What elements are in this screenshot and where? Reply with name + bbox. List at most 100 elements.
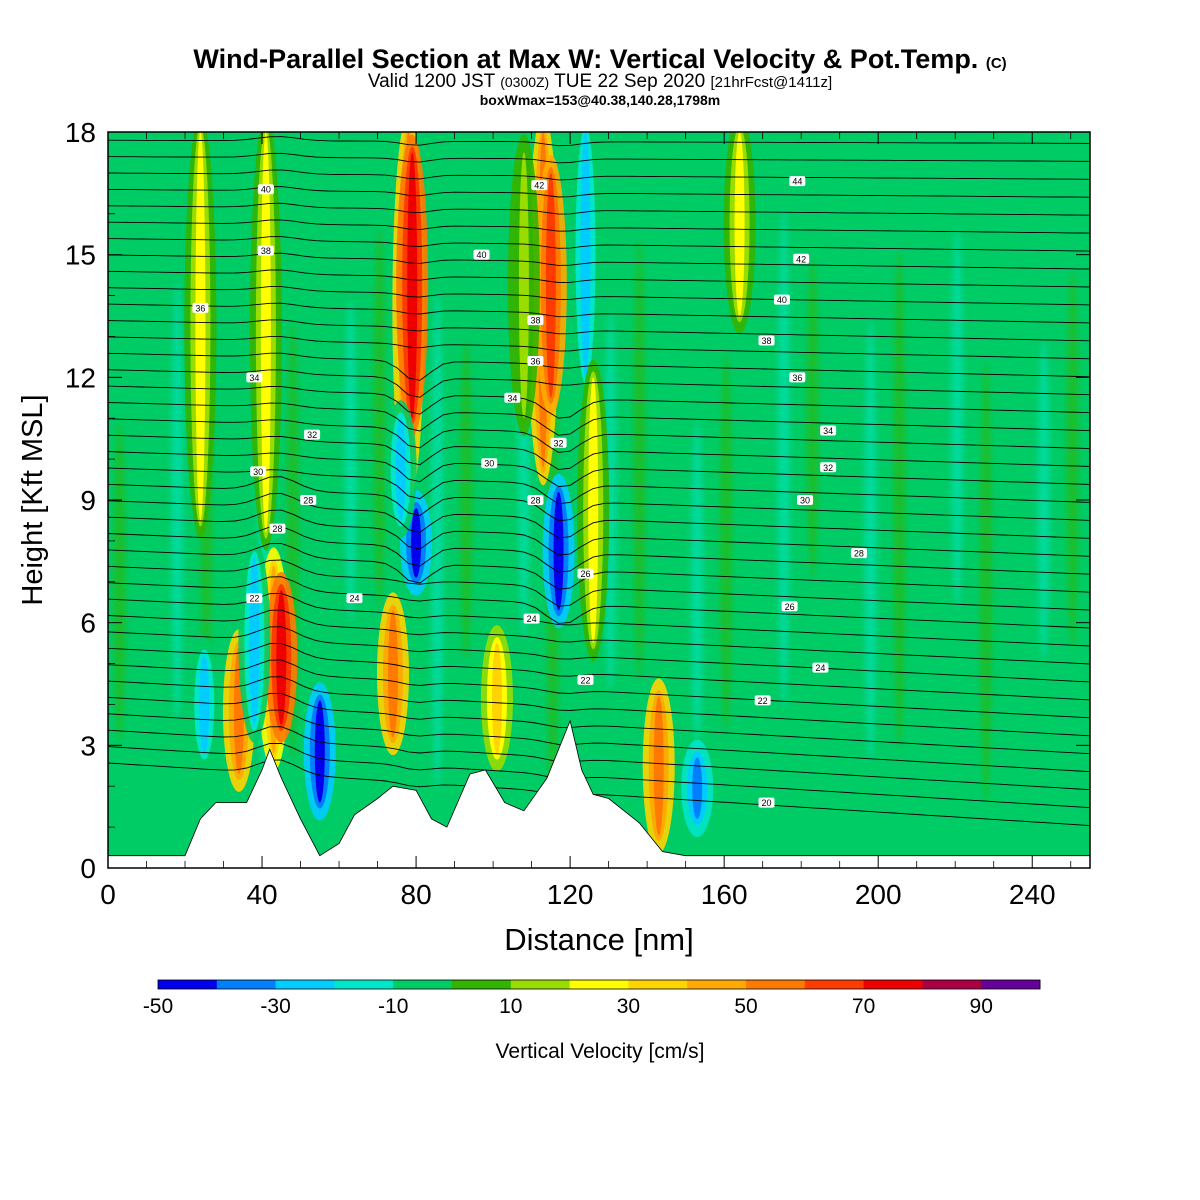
isentrope-line — [108, 559, 1090, 611]
isentrope-line — [108, 319, 1090, 342]
theta-label-bg — [577, 568, 594, 579]
theta-label-bg — [246, 372, 263, 383]
w-feature-core — [195, 132, 206, 521]
texture-band — [951, 228, 964, 609]
texture-band — [1037, 340, 1050, 660]
y-axis-label: Height [Kft MSL] — [17, 394, 49, 605]
colorbar-label: Vertical Velocity [cm/s] — [496, 1040, 705, 1063]
theta-label: 28 — [530, 496, 540, 506]
texture-band — [344, 299, 357, 620]
w-feature-core — [407, 152, 418, 419]
w-feature-core — [199, 655, 210, 754]
x-tick-label: 40 — [246, 879, 277, 910]
isentrope-line — [108, 202, 1090, 216]
theta-label-bg — [793, 253, 810, 264]
theta-label-bg — [481, 458, 498, 469]
theta-label-bg — [577, 674, 594, 685]
texture-band — [431, 290, 444, 791]
isentrope-line — [108, 352, 1090, 381]
theta-label: 34 — [249, 373, 259, 383]
colorbar-tick-label: -30 — [260, 995, 290, 1018]
theta-label: 22 — [758, 696, 768, 706]
subtitle-date: TUE 22 Sep 2020 — [554, 71, 706, 92]
isentrope-line — [108, 402, 1090, 436]
theta-label-bg — [850, 548, 867, 559]
w-feature-core — [387, 610, 398, 738]
theta-label-bg — [754, 695, 771, 706]
isentrope-line — [108, 709, 1090, 773]
w-feature-core — [545, 172, 556, 398]
w-feature-core — [314, 700, 325, 803]
colorbar-tick-label: 70 — [852, 995, 875, 1018]
theta-label-bg — [812, 662, 829, 673]
colorbar-swatch — [334, 980, 394, 989]
theta-label: 24 — [527, 614, 537, 624]
w-feature-core — [580, 132, 591, 378]
isentrope-line — [108, 609, 1090, 665]
theta-label: 28 — [854, 549, 864, 559]
y-tick-label: 6 — [80, 608, 96, 639]
texture-band — [806, 258, 819, 579]
theta-label: 22 — [581, 675, 591, 685]
theta-label: 26 — [785, 602, 795, 612]
colorbar-swatch — [452, 980, 512, 989]
theta-label: 42 — [534, 181, 544, 191]
isentrope-line — [108, 136, 1090, 147]
w-feature-core — [411, 508, 422, 578]
y-tick-label: 12 — [65, 362, 96, 393]
colorbar-swatch — [981, 980, 1041, 989]
theta-label-bg — [781, 601, 798, 612]
isentrope-line — [108, 492, 1090, 539]
colorbar-tick-label: -10 — [378, 995, 408, 1018]
isentrope-line — [108, 302, 1090, 324]
colorbar-tick-label: 90 — [970, 995, 993, 1018]
theta-label-bg — [527, 355, 544, 366]
isentrope-line — [108, 509, 1090, 557]
theta-label: 34 — [823, 426, 833, 436]
theta-label: 40 — [777, 295, 787, 305]
theta-label: 38 — [530, 316, 540, 326]
theta-label-bg — [257, 184, 274, 195]
subtitle-zulu: (0300Z) — [500, 74, 550, 90]
w-feature-core — [653, 696, 664, 836]
colorbar-swatch — [804, 980, 865, 989]
theta-label-bg — [789, 372, 806, 383]
isentrope-line — [108, 418, 1090, 453]
texture-band — [1008, 290, 1021, 791]
theta-label: 36 — [792, 373, 802, 383]
texture-band — [1066, 269, 1079, 650]
texture-band — [229, 258, 242, 579]
theta-label: 42 — [796, 254, 806, 264]
texture-band — [922, 299, 935, 620]
isentrope-line — [108, 676, 1090, 737]
colorbar-tick-label: 50 — [734, 995, 757, 1018]
subtitle-forecast: [21hrFcst@1411z] — [710, 74, 833, 91]
theta-label-bg — [550, 437, 567, 448]
theta-label-bg — [192, 302, 209, 313]
chart-subtitle: Valid 1200 JST (0300Z) TUE 22 Sep 2020 [… — [0, 71, 1200, 93]
copyright-mark: (C) — [985, 55, 1007, 72]
texture-band — [864, 320, 877, 761]
isentrope-line — [108, 124, 1090, 129]
isentrope-line — [108, 169, 1090, 181]
theta-label-bg — [523, 613, 540, 624]
theta-label-bg — [250, 466, 267, 477]
subtitle-valid: Valid 1200 JST — [367, 71, 495, 92]
texture-band — [113, 421, 126, 742]
theta-label-bg — [527, 495, 544, 505]
colorbar-swatch — [275, 980, 335, 989]
theta-label: 32 — [307, 430, 317, 440]
terrain-mask — [108, 719, 1090, 868]
theta-label-bg — [473, 249, 490, 260]
isentrope-line — [108, 542, 1090, 593]
theta-label: 30 — [484, 459, 494, 469]
theta-label: 36 — [530, 356, 540, 366]
isentrope-line — [108, 219, 1090, 234]
isentrope-line — [108, 451, 1090, 488]
x-tick-label: 80 — [401, 879, 432, 910]
isentrope-line — [108, 726, 1090, 791]
texture-band — [604, 310, 617, 690]
theta-label: 34 — [507, 393, 517, 403]
